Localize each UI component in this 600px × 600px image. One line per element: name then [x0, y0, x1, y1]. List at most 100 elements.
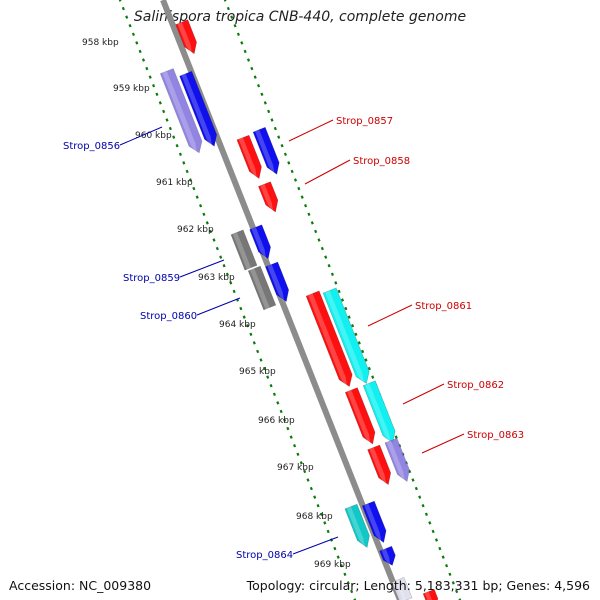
- ring-dot: [307, 212, 311, 216]
- ring-dot: [434, 538, 439, 542]
- kbp-tick-label: 965 kbp: [239, 367, 276, 377]
- gene-arrow[interactable]: [344, 503, 370, 549]
- ring-dot: [361, 349, 365, 354]
- gene-label-leader: [119, 126, 163, 146]
- ring-dot: [252, 341, 256, 345]
- gene-arrow[interactable]: [391, 577, 413, 600]
- ring-dot: [135, 41, 139, 45]
- ring-dot: [309, 486, 313, 491]
- gene-arrow[interactable]: [252, 126, 280, 175]
- gene-arrow[interactable]: [361, 500, 387, 544]
- gene-arrow[interactable]: [247, 265, 277, 311]
- ring-dot: [250, 66, 254, 71]
- ring-dot: [182, 161, 186, 165]
- kbp-tick-label: 969 kbp: [314, 560, 351, 570]
- ring-dot: [243, 49, 247, 54]
- accession-text: Accession: NC_009380: [9, 578, 152, 593]
- gene-label-strop-0860[interactable]: Strop_0860: [140, 311, 197, 322]
- gene-arrow[interactable]: [322, 287, 370, 384]
- ring-dot: [286, 426, 290, 431]
- kbp-tick-label: 962 kbp: [177, 225, 214, 235]
- ring-dot: [323, 521, 327, 525]
- ring-dot: [141, 58, 146, 62]
- gene-highlight: [260, 184, 274, 213]
- gene-label-leader: [421, 433, 465, 454]
- gene-arrow[interactable]: [265, 261, 290, 303]
- gene-highlight: [181, 73, 213, 148]
- ring-dot: [256, 349, 260, 354]
- gene-highlight: [267, 264, 285, 303]
- ring-dot: [438, 546, 442, 551]
- ring-dot: [364, 358, 368, 362]
- ring-dot: [411, 478, 415, 482]
- ring-dot: [249, 332, 253, 336]
- kbp-tick-label: 964 kbp: [219, 320, 256, 330]
- kbp-tick-label: 961 kbp: [156, 178, 193, 188]
- gene-arrow[interactable]: [344, 387, 376, 445]
- ring-dot: [121, 6, 125, 11]
- kbp-tick-label: 967 kbp: [277, 463, 314, 473]
- gene-label-strop-0859[interactable]: Strop_0859: [123, 273, 180, 284]
- ring-dot: [138, 49, 142, 54]
- gene-label-strop-0857[interactable]: Strop_0857: [336, 116, 393, 127]
- ring-dot: [353, 598, 357, 600]
- gene-highlight: [346, 506, 365, 549]
- gene-label-leader: [196, 297, 241, 316]
- gene-arrow[interactable]: [384, 437, 410, 483]
- ring-dot: [202, 212, 206, 216]
- ring-dot: [230, 15, 234, 19]
- ring-dot: [246, 58, 251, 62]
- ring-dot: [296, 452, 300, 456]
- gene-labels: Strop_0856 Strop_0857 Strop_0858 Strop_0859…: [63, 116, 524, 561]
- kbp-tick-label: 960 kbp: [135, 131, 172, 141]
- ring-dot: [195, 195, 199, 199]
- gene-arrow[interactable]: [379, 545, 396, 566]
- ring-dot: [350, 589, 354, 594]
- gene-label-strop-0856[interactable]: Strop_0856: [63, 141, 120, 152]
- ring-dot: [333, 546, 337, 551]
- gene-arrow[interactable]: [175, 19, 197, 55]
- ring-dot: [172, 135, 176, 139]
- gene-label-strop-0861[interactable]: Strop_0861: [415, 301, 472, 312]
- gene-arrow[interactable]: [258, 181, 279, 213]
- ring-dot: [269, 384, 273, 388]
- gene-label-strop-0858[interactable]: Strop_0858: [353, 156, 410, 167]
- ring-dot: [185, 169, 189, 174]
- ring-dot: [344, 306, 348, 311]
- gene-arrow[interactable]: [179, 70, 218, 147]
- ring-dot: [158, 101, 162, 105]
- ring-dot: [346, 581, 350, 585]
- ring-dot: [125, 15, 129, 19]
- ring-dot: [337, 289, 341, 294]
- ring-dot: [280, 144, 284, 148]
- gene-arrow[interactable]: [249, 224, 271, 260]
- gene-arrow[interactable]: [305, 290, 353, 387]
- gene-arrow[interactable]: [159, 68, 203, 154]
- ring-dot: [421, 504, 425, 508]
- ring-dot: [445, 564, 449, 568]
- ring-dot: [178, 152, 182, 156]
- kbp-tick-label: 958 kbp: [82, 38, 119, 48]
- ring-dot: [272, 392, 276, 396]
- ring-dot: [260, 92, 264, 96]
- ring-dot: [131, 32, 135, 36]
- ring-dot: [118, 0, 122, 2]
- gene-arrow[interactable]: [230, 229, 258, 271]
- gene-arrow[interactable]: [367, 444, 392, 486]
- gene-label-strop-0864[interactable]: Strop_0864: [236, 550, 293, 561]
- ring-dot: [441, 555, 445, 559]
- gene-arrow[interactable]: [362, 380, 396, 444]
- ring-dot: [223, 0, 227, 2]
- gene-features: [159, 19, 439, 600]
- ring-dot: [334, 281, 338, 285]
- gene-label-strop-0862[interactable]: Strop_0862: [447, 380, 504, 391]
- ring-dot: [293, 444, 297, 448]
- ring-dot: [330, 272, 334, 276]
- gene-arrow[interactable]: [236, 134, 262, 180]
- gene-arrow[interactable]: [422, 589, 439, 600]
- ring-dot: [297, 186, 301, 191]
- gene-label-strop-0863[interactable]: Strop_0863: [467, 430, 524, 441]
- ring-dot: [279, 409, 283, 414]
- ring-dot: [428, 521, 432, 525]
- ring-dot: [262, 366, 266, 371]
